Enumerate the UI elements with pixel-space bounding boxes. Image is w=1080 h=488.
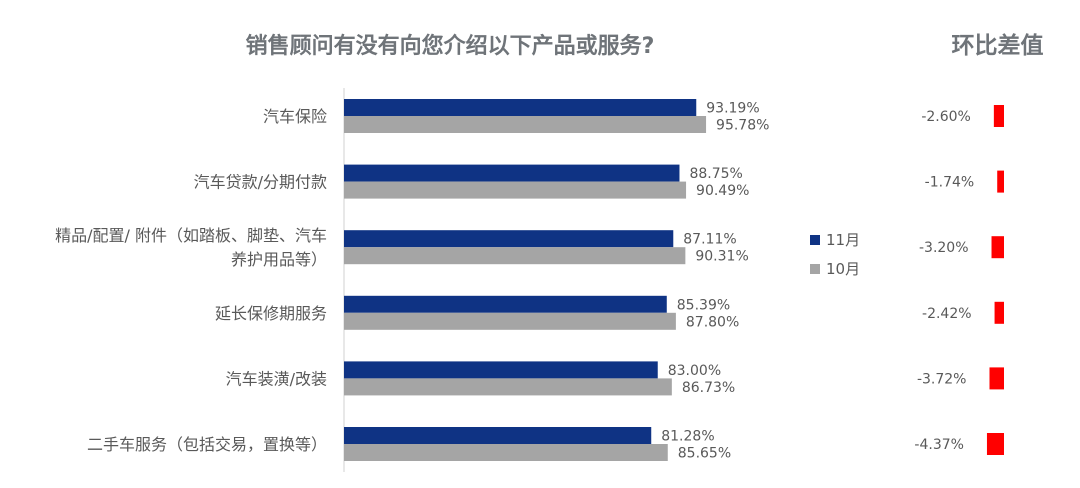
- diff-label: -4.37%: [914, 437, 964, 453]
- legend-label: 11月: [826, 231, 860, 249]
- data-label: 90.31%: [695, 249, 748, 265]
- data-label: 81.28%: [661, 429, 714, 445]
- bar: [344, 378, 672, 396]
- bar: [344, 99, 697, 116]
- data-label: 85.39%: [677, 297, 730, 313]
- data-label: 83.00%: [668, 363, 721, 379]
- legend-swatch: [810, 264, 820, 274]
- diff-column-title: 环比差值: [951, 33, 1044, 59]
- data-label: 87.80%: [686, 314, 739, 330]
- diff-bar: [991, 236, 1004, 259]
- data-label: 93.19%: [706, 101, 759, 117]
- diff-bar: [986, 433, 1004, 455]
- diff-label: -3.20%: [919, 240, 969, 256]
- diff-label: -2.42%: [922, 306, 972, 322]
- legend-label: 10月: [826, 260, 860, 278]
- chart-title: 销售顾问有没有向您介绍以下产品或服务?: [245, 34, 655, 59]
- category-label: 汽车装潢/改装: [226, 369, 327, 388]
- bar: [344, 164, 680, 182]
- bar: [344, 312, 676, 330]
- bar: [344, 361, 658, 379]
- bar: [344, 247, 686, 265]
- diff-bar: [997, 170, 1004, 193]
- data-label: 95.78%: [716, 118, 769, 134]
- diff-label: -1.74%: [925, 175, 975, 191]
- diff-bar: [994, 301, 1004, 324]
- data-label: 87.11%: [683, 232, 736, 248]
- bar: [344, 295, 667, 313]
- bar: [344, 116, 707, 133]
- category-label: 延长保修期服务: [215, 304, 327, 323]
- bar: [344, 230, 674, 248]
- bar: [344, 181, 687, 199]
- category-label: 二手车服务（包括交易，置换等）: [87, 435, 327, 454]
- diff-bar: [989, 367, 1004, 390]
- data-label: 85.65%: [678, 446, 731, 462]
- bar: [344, 427, 652, 444]
- category-label: 汽车贷款/分期付款: [194, 173, 327, 192]
- diff-label: -3.72%: [917, 371, 967, 387]
- category-label: 精品/配置/ 附件（如踏板、脚垫、汽车: [55, 226, 327, 245]
- category-label: 养护用品等）: [231, 250, 327, 269]
- bar: [344, 444, 668, 461]
- data-label: 90.49%: [696, 183, 749, 199]
- data-label: 86.73%: [682, 380, 735, 396]
- data-label: 88.75%: [689, 166, 742, 182]
- category-label: 汽车保险: [263, 107, 327, 126]
- diff-bar: [993, 105, 1004, 127]
- diff-label: -2.60%: [921, 109, 971, 125]
- legend-swatch: [810, 235, 820, 245]
